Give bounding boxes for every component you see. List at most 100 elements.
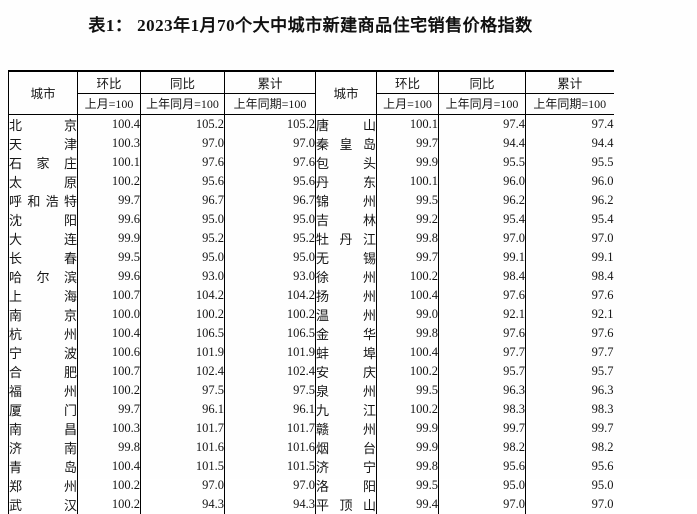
table-row: 呼和浩特 99.7 96.7 96.7 锦州 99.5 96.2 96.2 (8, 190, 614, 210)
table-row: 武汉 100.2 94.3 94.3 平顶山 99.4 97.0 97.0 (8, 494, 614, 514)
yoy-value-right: 97.4 (438, 114, 526, 134)
cum-value-left: 105.2 (224, 114, 316, 134)
header-mom-base-left: 上月=100 (77, 93, 141, 115)
cum-value-left: 101.9 (224, 342, 316, 362)
city-cell-right: 秦皇岛 (315, 133, 377, 153)
header-city-left: 城市 (8, 71, 78, 115)
cum-value-right: 99.7 (525, 418, 614, 438)
header-yoy-base-left: 上年同月=100 (140, 93, 225, 115)
table-row: 厦门 99.7 96.1 96.1 九江 100.2 98.3 98.3 (8, 399, 614, 419)
header-mom-right: 环比 (376, 71, 439, 94)
yoy-value-left: 95.6 (140, 171, 225, 191)
yoy-value-right: 98.4 (438, 266, 526, 286)
cum-value-left: 102.4 (224, 361, 316, 381)
city-cell-right: 洛阳 (315, 475, 377, 495)
city-cell-left: 长春 (8, 247, 78, 267)
mom-value-left: 100.0 (77, 304, 141, 324)
header-yoy-left: 同比 (140, 71, 225, 94)
city-cell-left: 郑州 (8, 475, 78, 495)
yoy-value-left: 95.0 (140, 247, 225, 267)
mom-value-right: 99.8 (376, 323, 439, 343)
mom-value-left: 100.2 (77, 494, 141, 514)
table-body: 北京 100.4 105.2 105.2 唐山 100.1 97.4 97.4 天津 100.3 9… (8, 114, 614, 514)
city-cell-right: 平顶山 (315, 494, 377, 514)
cum-value-left: 101.5 (224, 456, 316, 476)
yoy-value-right: 95.7 (438, 361, 526, 381)
city-cell-left: 济南 (8, 437, 78, 457)
cum-value-right: 99.1 (525, 247, 614, 267)
cum-value-left: 96.1 (224, 399, 316, 419)
city-cell-left: 宁波 (8, 342, 78, 362)
city-cell-right: 赣州 (315, 418, 377, 438)
yoy-value-left: 101.5 (140, 456, 225, 476)
yoy-value-right: 95.5 (438, 152, 526, 172)
mom-value-right: 99.4 (376, 494, 439, 514)
mom-value-right: 99.8 (376, 228, 439, 248)
mom-value-right: 99.9 (376, 152, 439, 172)
cum-value-left: 101.6 (224, 437, 316, 457)
city-cell-right: 牡丹江 (315, 228, 377, 248)
cum-value-right: 96.0 (525, 171, 614, 191)
city-cell-right: 泉州 (315, 380, 377, 400)
mom-value-right: 100.2 (376, 361, 439, 381)
header-mom-left: 环比 (77, 71, 141, 94)
yoy-value-left: 104.2 (140, 285, 225, 305)
city-cell-right: 丹东 (315, 171, 377, 191)
mom-value-left: 100.7 (77, 361, 141, 381)
city-cell-right: 唐山 (315, 114, 377, 134)
city-cell-right: 蚌埠 (315, 342, 377, 362)
cum-value-left: 95.0 (224, 209, 316, 229)
cum-value-right: 92.1 (525, 304, 614, 324)
city-cell-right: 无锡 (315, 247, 377, 267)
mom-value-right: 99.2 (376, 209, 439, 229)
city-cell-right: 温州 (315, 304, 377, 324)
table-row: 济南 99.8 101.6 101.6 烟台 99.9 98.2 98.2 (8, 437, 614, 457)
mom-value-right: 100.1 (376, 114, 439, 134)
cum-value-right: 94.4 (525, 133, 614, 153)
yoy-value-right: 97.0 (438, 494, 526, 514)
yoy-value-left: 100.2 (140, 304, 225, 324)
header-yoy-base-right: 上年同月=100 (438, 93, 526, 115)
yoy-value-right: 96.2 (438, 190, 526, 210)
cum-value-right: 97.0 (525, 494, 614, 514)
cum-value-right: 95.4 (525, 209, 614, 229)
yoy-value-left: 102.4 (140, 361, 225, 381)
cum-value-right: 95.6 (525, 456, 614, 476)
mom-value-right: 99.7 (376, 247, 439, 267)
mom-value-right: 100.2 (376, 399, 439, 419)
cum-value-left: 100.2 (224, 304, 316, 324)
city-cell-left: 哈尔滨 (8, 266, 78, 286)
city-cell-left: 厦门 (8, 399, 78, 419)
mom-value-left: 99.6 (77, 266, 141, 286)
cum-value-right: 95.7 (525, 361, 614, 381)
cum-value-right: 98.3 (525, 399, 614, 419)
city-cell-left: 杭州 (8, 323, 78, 343)
cum-value-left: 97.6 (224, 152, 316, 172)
mom-value-left: 100.1 (77, 152, 141, 172)
yoy-value-left: 101.7 (140, 418, 225, 438)
cum-value-left: 94.3 (224, 494, 316, 514)
city-cell-right: 烟台 (315, 437, 377, 457)
yoy-value-right: 97.6 (438, 323, 526, 343)
yoy-value-right: 99.1 (438, 247, 526, 267)
cum-value-left: 95.6 (224, 171, 316, 191)
mom-value-right: 100.4 (376, 342, 439, 362)
city-cell-right: 金华 (315, 323, 377, 343)
cum-value-right: 95.5 (525, 152, 614, 172)
mom-value-left: 99.5 (77, 247, 141, 267)
table-row: 上海 100.7 104.2 104.2 扬州 100.4 97.6 97.6 (8, 285, 614, 305)
mom-value-left: 100.3 (77, 133, 141, 153)
table-row: 石家庄 100.1 97.6 97.6 包头 99.9 95.5 95.5 (8, 152, 614, 172)
city-cell-left: 上海 (8, 285, 78, 305)
mom-value-left: 100.4 (77, 456, 141, 476)
mom-value-left: 100.2 (77, 380, 141, 400)
city-cell-right: 济宁 (315, 456, 377, 476)
yoy-value-left: 96.7 (140, 190, 225, 210)
mom-value-left: 100.4 (77, 323, 141, 343)
city-cell-left: 北京 (8, 114, 78, 134)
mom-value-right: 99.5 (376, 475, 439, 495)
mom-value-right: 99.9 (376, 437, 439, 457)
city-cell-right: 徐州 (315, 266, 377, 286)
city-cell-left: 太原 (8, 171, 78, 191)
yoy-value-right: 95.6 (438, 456, 526, 476)
